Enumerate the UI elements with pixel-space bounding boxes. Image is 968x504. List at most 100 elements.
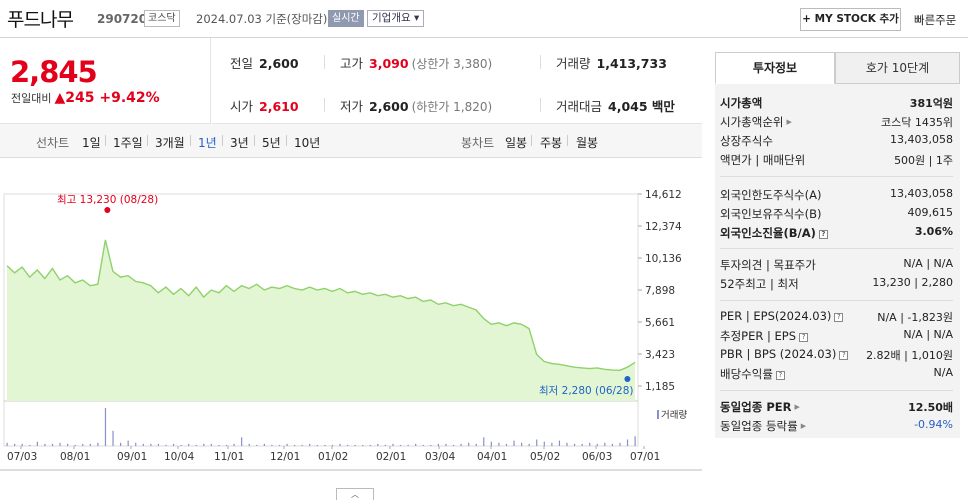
x-tick-label: 01/02 <box>318 451 348 463</box>
help-icon[interactable]: ? <box>775 371 785 380</box>
x-tick-label: 09/01 <box>117 451 147 463</box>
row-foreign-hold: 외국인보유주식수(B) 409,615 <box>720 206 953 221</box>
volume-bar <box>256 444 258 446</box>
volume-bar <box>399 444 402 446</box>
y-tick-label: 14,612 <box>645 189 682 201</box>
volume-bar <box>551 442 553 446</box>
stock-code: 290720 <box>97 12 148 26</box>
volume-bar <box>188 443 190 446</box>
volume-bar <box>573 443 576 446</box>
row-sector-per[interactable]: 동일업종 PER ▶ 12.50배 <box>720 400 953 414</box>
collapse-chart-button[interactable]: ︿ <box>336 488 374 500</box>
volume-bar <box>422 444 424 446</box>
x-tick-label: 08/01 <box>60 451 90 463</box>
volume-bar <box>468 442 470 446</box>
volume-bar <box>36 441 38 446</box>
tab-3m[interactable]: 3개월 <box>155 136 185 150</box>
volume-bar <box>135 442 137 446</box>
row-pbr: PBR | BPS (2024.03)? 2.82배 | 1,010원 <box>720 347 953 362</box>
volume-bar <box>430 444 432 446</box>
row-est-per: 추정PER | EPS? N/A | N/A <box>720 328 953 343</box>
change-label: 전일대비 <box>11 92 52 105</box>
volume-bar <box>59 442 61 446</box>
row-market-cap: 시가총액 381억원 <box>720 96 953 110</box>
price-chart-svg: 14,612 12,374 10,136 7,898 5,661 3,423 1,185 최고… <box>0 189 702 471</box>
volume-bar <box>339 443 341 446</box>
volume-bar <box>445 443 447 446</box>
volume-bar <box>210 443 212 446</box>
tab-invest-info[interactable]: 투자정보 <box>715 52 835 84</box>
volume-bar <box>309 443 311 446</box>
y-tick-label: 12,374 <box>645 221 682 233</box>
volume-bar <box>97 442 99 446</box>
help-icon[interactable]: ? <box>818 230 828 239</box>
help-icon[interactable]: ? <box>799 333 809 342</box>
x-tick-label: 10/04 <box>164 451 195 463</box>
volume-bar <box>294 444 296 446</box>
row-shares: 상장주식수 13,403,058 <box>720 133 953 148</box>
row-per: PER | EPS(2024.03)? N/A | -1,823원 <box>720 309 953 324</box>
row-sector-rate[interactable]: 동일업종 등락률 ▶ -0.94% <box>720 418 953 433</box>
candle-chart-label: 봉차트 <box>461 136 495 150</box>
volume-bar <box>218 444 220 446</box>
row-dividend: 배당수익률? N/A <box>720 366 953 381</box>
tab-orderbook[interactable]: 호가 10단계 <box>835 52 960 84</box>
volume-bar <box>112 430 114 446</box>
x-tick-label: 05/02 <box>530 451 560 463</box>
stock-name: 푸드나무 <box>7 9 74 31</box>
volume-bar <box>278 444 281 446</box>
quick-order-button[interactable]: 빠른주문 <box>914 13 957 27</box>
tab-1y[interactable]: 1년 <box>198 136 217 150</box>
volume-bar <box>604 442 606 446</box>
volume-bar <box>157 443 160 446</box>
volume-bar <box>104 408 107 446</box>
company-overview-dropdown[interactable]: 기업개요 ▾ <box>367 10 425 27</box>
stat-low: 저가 2,600 (하한가 1,820) <box>340 99 493 114</box>
stat-amount: 거래대금 4,045 백만 <box>556 99 675 114</box>
volume-bar <box>415 443 417 446</box>
volume-bar <box>21 443 23 446</box>
high-annotation: 최고 13,230 (08/28) <box>57 194 158 206</box>
volume-bar <box>142 443 144 446</box>
volume-bar <box>581 443 583 446</box>
volume-bar <box>248 443 250 446</box>
volume-bar <box>89 443 91 446</box>
volume-bar <box>596 443 598 446</box>
volume-bar <box>44 443 46 446</box>
tab-1w[interactable]: 1주일 <box>113 136 143 150</box>
volume-bar <box>407 444 409 446</box>
line-chart-label: 선차트 <box>36 136 70 150</box>
volume-bar <box>619 442 621 446</box>
price-box: 2,845 전일대비 ▲245 +9.42% <box>0 38 211 124</box>
tab-5y[interactable]: 5년 <box>262 136 281 150</box>
live-tag: 실시간 <box>328 10 364 27</box>
volume-bar <box>301 444 303 446</box>
tab-monthly[interactable]: 월봉 <box>576 136 599 150</box>
x-tick-label: 07/03 <box>7 451 37 463</box>
volume-bar <box>369 444 371 446</box>
low-marker <box>624 376 631 382</box>
tab-weekly[interactable]: 주봉 <box>540 136 563 150</box>
tab-3y[interactable]: 3년 <box>230 136 249 150</box>
price-chart[interactable]: 14,612 12,374 10,136 7,898 5,661 3,423 1,185 최고… <box>0 158 702 500</box>
tab-1d[interactable]: 1일 <box>82 136 101 150</box>
add-my-stock-button[interactable]: + MY STOCK 추가 <box>800 8 901 31</box>
volume-bar <box>513 440 515 446</box>
low-annotation: 최저 2,280 (06/28) <box>539 385 634 397</box>
tab-10y[interactable]: 10년 <box>294 136 321 150</box>
volume-bar <box>324 444 326 446</box>
volume-bar <box>362 444 364 446</box>
volume-bar <box>626 439 629 446</box>
row-cap-rank[interactable]: 시가총액순위 ▶ 코스닥 1435위 <box>720 115 953 129</box>
volume-bar <box>528 443 530 446</box>
volume-bar <box>498 442 500 446</box>
x-tick-label: 12/01 <box>270 451 300 463</box>
help-icon[interactable]: ? <box>839 351 849 360</box>
volume-bar <box>286 443 288 446</box>
volume-bar <box>233 443 235 446</box>
tab-daily[interactable]: 일봉 <box>505 136 528 150</box>
volume-bar <box>589 442 591 446</box>
volume-bar <box>536 439 538 446</box>
help-icon[interactable]: ? <box>834 313 844 322</box>
volume-bar <box>127 440 129 446</box>
